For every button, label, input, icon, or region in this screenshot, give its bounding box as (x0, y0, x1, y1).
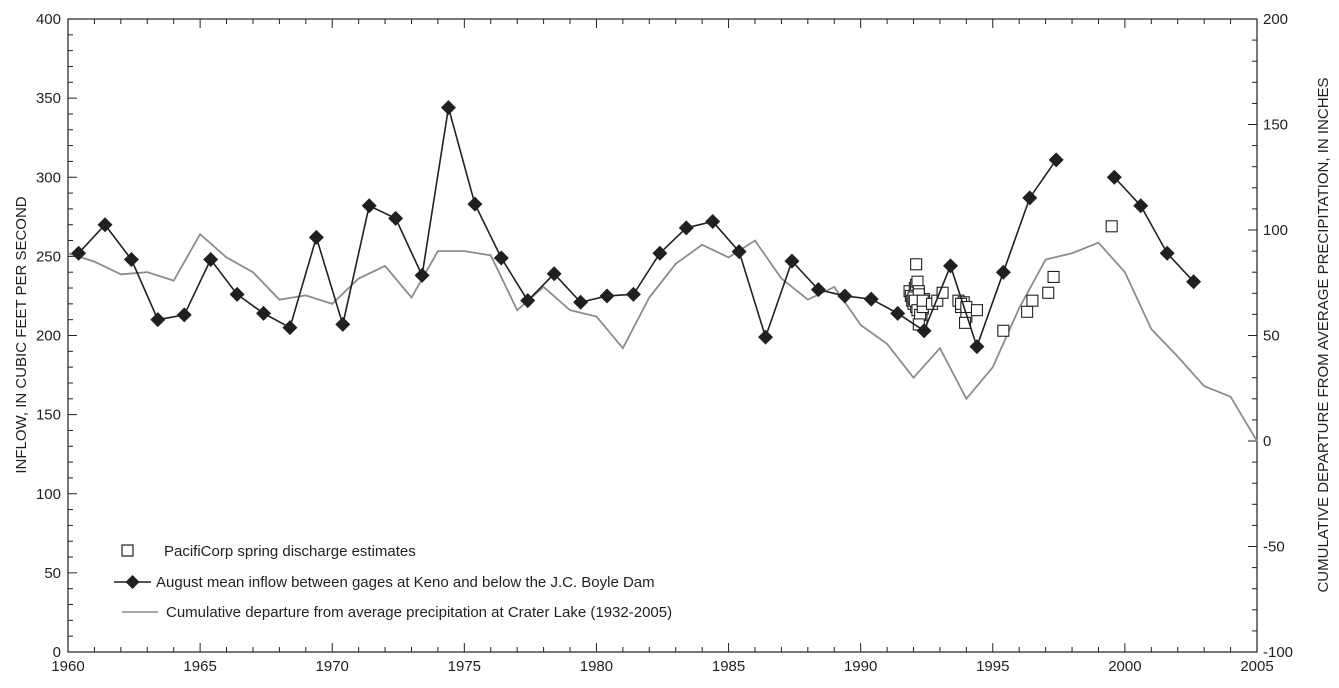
inflow-point (229, 286, 245, 302)
x-tick-label: 1990 (844, 658, 877, 675)
y-tick-label: 300 (36, 169, 61, 186)
inflow-point (414, 267, 430, 283)
inflow-point (1022, 190, 1038, 206)
series-layer (67, 100, 1258, 442)
inflow-point (837, 288, 853, 304)
inflow-point (1133, 198, 1149, 214)
inflow-point (705, 214, 721, 230)
inflow-point (599, 288, 615, 304)
inflow-line (77, 107, 1057, 350)
spring-point (1042, 286, 1055, 299)
y-tick-label: 400 (36, 11, 61, 28)
x-tick-label: 1970 (316, 658, 349, 675)
legend: PacifiCorp spring discharge estimates Au… (114, 543, 672, 621)
legend-label-inflow: August mean inflow between gages at Keno… (156, 574, 655, 591)
y2-tick-label: 100 (1263, 222, 1288, 239)
legend-square-marker (121, 544, 134, 557)
y2-tick-label: 200 (1263, 11, 1288, 28)
inflow-point (493, 250, 509, 266)
inflow-point (995, 264, 1011, 280)
inflow-point (71, 245, 87, 261)
spring-point (958, 316, 972, 329)
x-tick-label: 1965 (183, 658, 216, 675)
inflow-point (546, 266, 562, 282)
spring-point (1047, 270, 1060, 283)
inflow-point (1106, 169, 1122, 185)
spring-point (1105, 220, 1118, 233)
y-tick-label: 350 (36, 90, 61, 107)
series-springs (903, 220, 1118, 337)
inflow-point (361, 198, 377, 214)
x-tick-label: 1985 (712, 658, 745, 675)
y2-tick-label: 50 (1263, 328, 1280, 345)
legend-label-springs: PacifiCorp spring discharge estimates (164, 543, 416, 560)
inflow-point (97, 217, 113, 233)
inflow-point (520, 293, 536, 309)
x-tick-label: 2005 (1240, 658, 1273, 675)
inflow-point (176, 307, 192, 323)
x-tick-label: 1975 (448, 658, 481, 675)
inflow-point (388, 210, 404, 226)
y2-tick-label: 0 (1263, 433, 1271, 450)
inflow-point (969, 339, 985, 355)
x-tick-label: 2000 (1108, 658, 1141, 675)
series-precip (67, 232, 1258, 442)
spring-point (1026, 294, 1039, 307)
spring-point (970, 304, 983, 317)
y-tick-label: 250 (36, 248, 61, 265)
y2-axis-title: CUMULATIVE DEPARTURE FROM AVERAGE PRECIP… (1315, 77, 1332, 592)
inflow-point (308, 229, 324, 245)
inflow-point (1159, 245, 1175, 261)
inflow-line (1113, 176, 1195, 283)
x-tick-label: 1995 (976, 658, 1009, 675)
y-tick-label: 200 (36, 328, 61, 345)
inflow-point (652, 245, 668, 261)
inflow-point (1186, 274, 1202, 290)
series-inflow (71, 100, 1202, 355)
inflow-point (625, 286, 641, 302)
inflow-point (467, 196, 483, 212)
inflow-point (282, 320, 298, 336)
x-tick-label: 1980 (580, 658, 613, 675)
inflow-point (810, 282, 826, 298)
precip-line (67, 232, 1258, 442)
inflow-point (731, 244, 747, 260)
inflow-point (758, 329, 774, 345)
x-tick-label: 1960 (51, 658, 84, 675)
spring-point (997, 324, 1010, 337)
inflow-point (335, 316, 351, 332)
y-tick-label: 150 (36, 407, 61, 424)
y-tick-label: 0 (53, 644, 61, 661)
inflow-point (203, 252, 219, 268)
y2-tick-label: -50 (1263, 539, 1285, 556)
inflow-point (573, 294, 589, 310)
y-tick-label: 100 (36, 486, 61, 503)
spring-point (1021, 305, 1034, 318)
legend-label-precip: Cumulative departure from average precip… (166, 604, 672, 621)
inflow-point (678, 220, 694, 236)
spring-point (910, 258, 923, 271)
inflow-point (943, 258, 959, 274)
legend-diamond-marker (125, 575, 140, 589)
inflow-point (916, 323, 932, 339)
inflow-point (440, 100, 456, 116)
y-tick-label: 50 (44, 565, 61, 582)
inflow-point (890, 305, 906, 321)
ticks-layer: 1960 1965 1970 1975 1980 1985 1990 1995 2000 2005… (36, 11, 1293, 675)
inflow-point (863, 291, 879, 307)
y2-tick-label: -100 (1263, 644, 1293, 661)
inflow-point (784, 253, 800, 269)
inflow-point (1048, 152, 1064, 168)
y2-tick-label: 150 (1263, 117, 1288, 134)
inflow-point (123, 252, 139, 268)
inflow-point (150, 312, 166, 328)
inflow-point (256, 305, 272, 321)
y-axis-title: INFLOW, IN CUBIC FEET PER SECOND (13, 196, 30, 473)
